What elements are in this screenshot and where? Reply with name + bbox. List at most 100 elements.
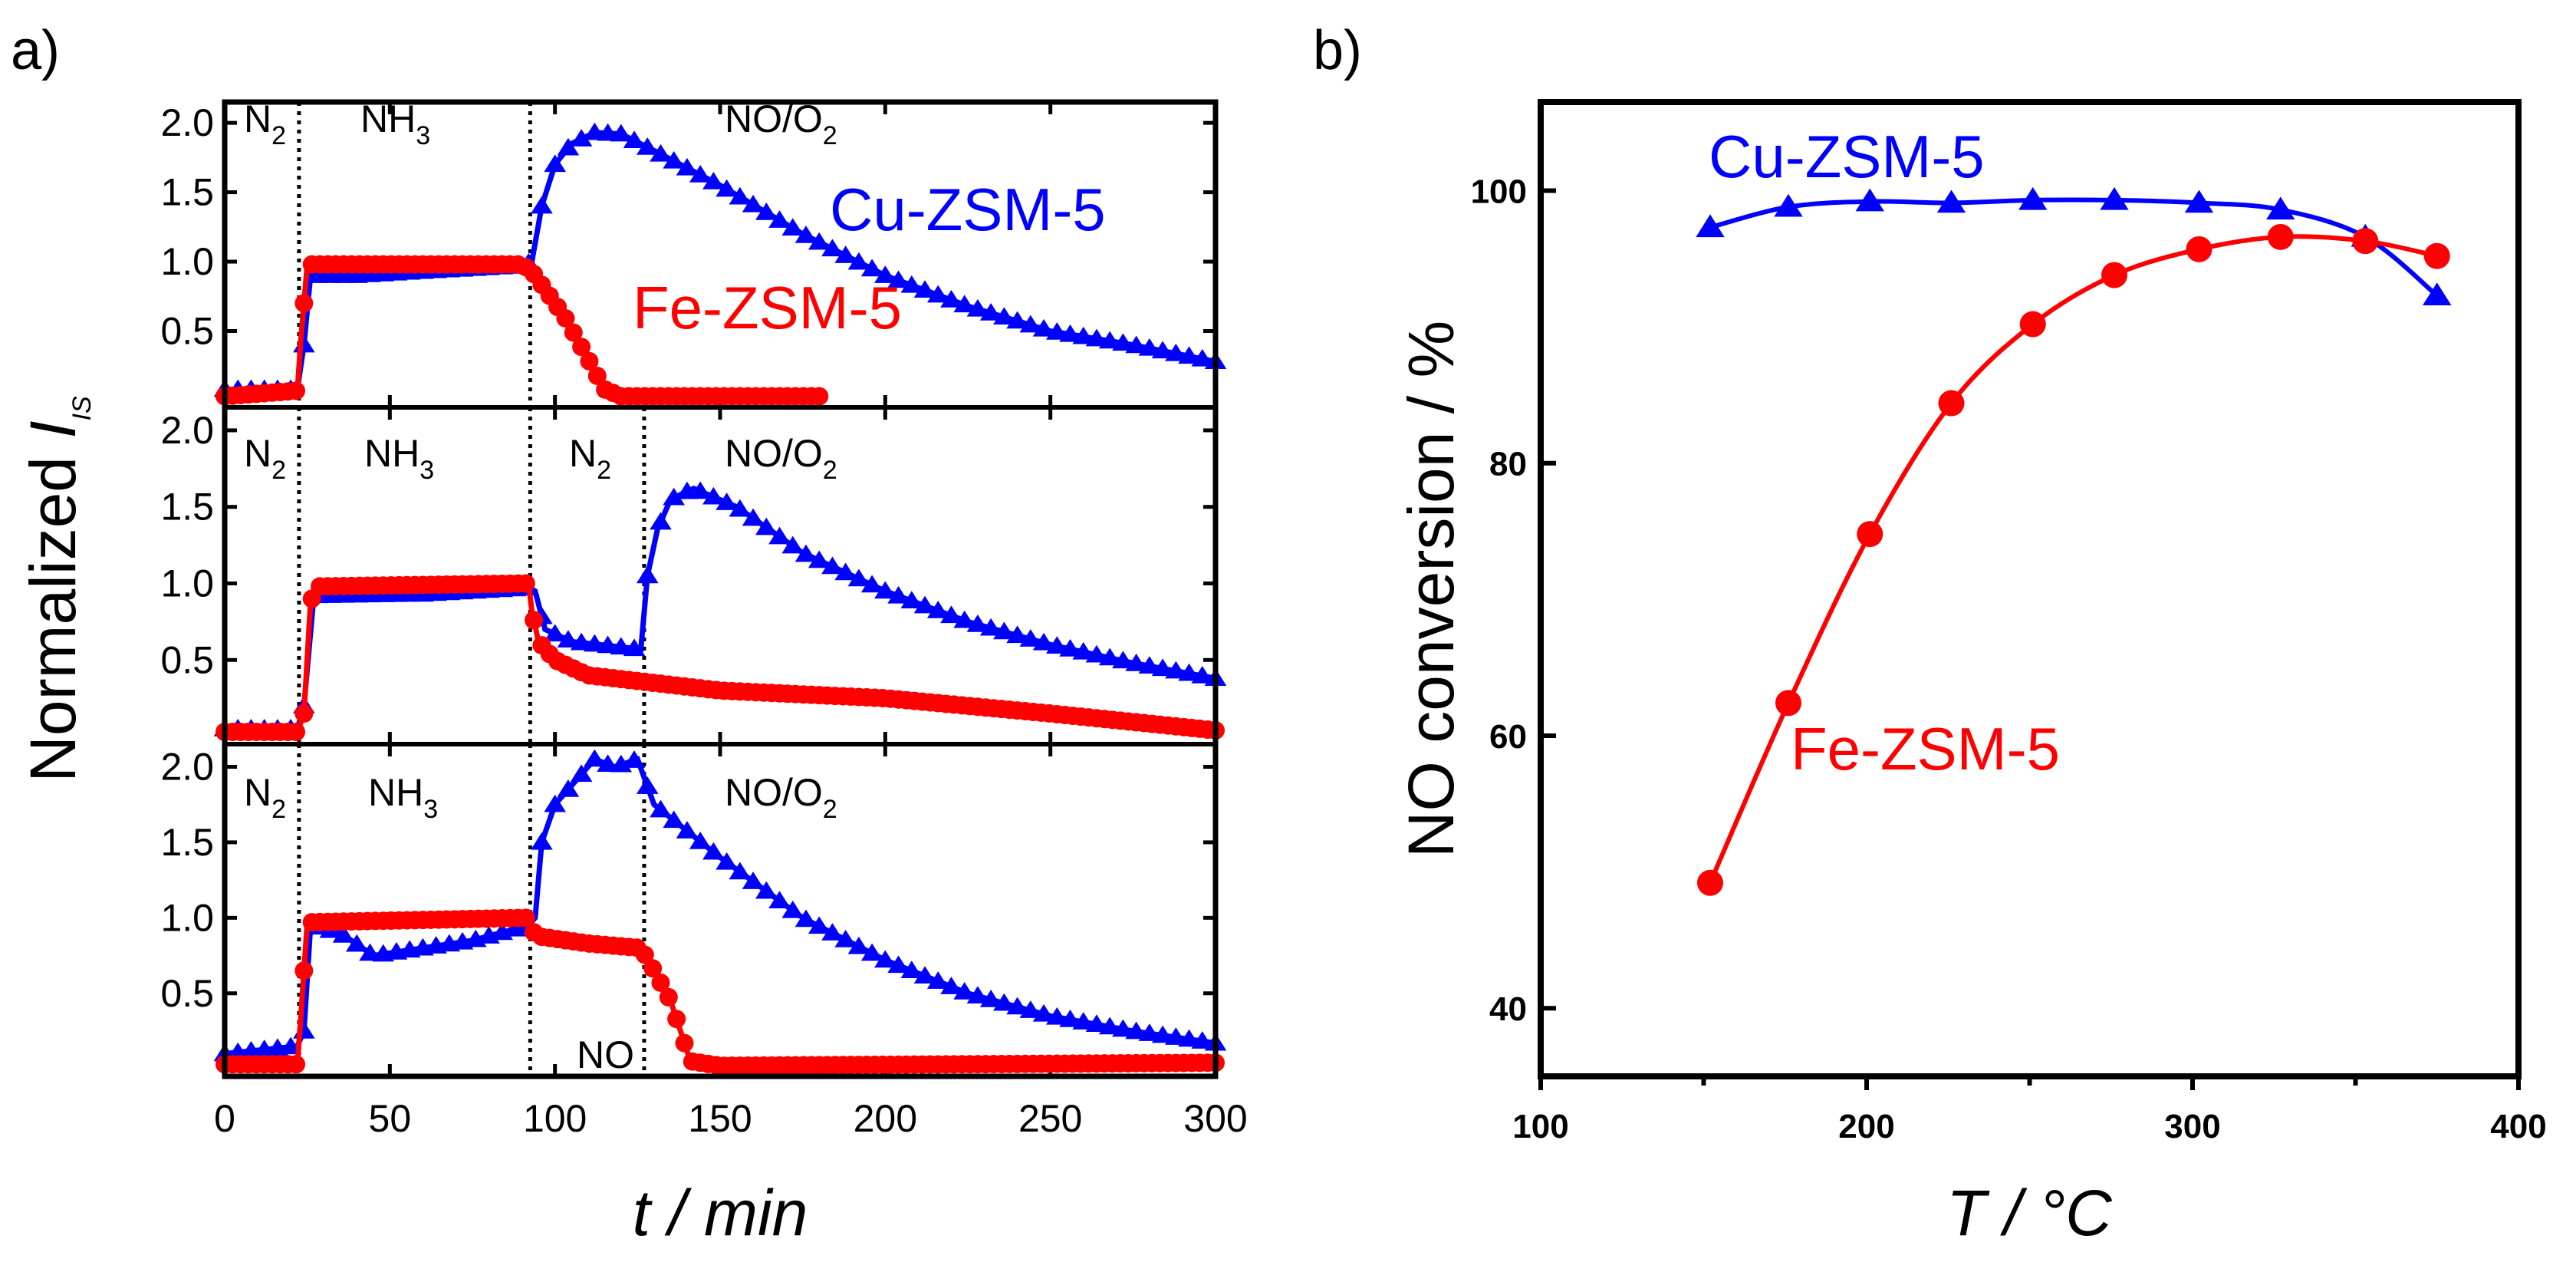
y-tick-label: 1.5: [160, 821, 214, 864]
data-point-triangle: [795, 544, 818, 562]
data-point-triangle: [993, 307, 1015, 325]
data-point-triangle: [702, 486, 725, 505]
data-point-triangle: [1112, 333, 1134, 351]
data-point-triangle: [676, 821, 699, 839]
data-point-triangle: [900, 961, 923, 979]
data-point-triangle: [940, 977, 962, 994]
data-point-triangle: [663, 487, 686, 506]
data-point-circle: [2186, 236, 2212, 262]
panel-b-cu-label: Cu-ZSM-5: [1709, 123, 1985, 190]
series-cu-zsm-5: [213, 749, 1227, 1062]
data-point-triangle: [808, 916, 831, 934]
y-tick-label: 1.0: [160, 562, 214, 605]
series-fe-zsm-5: [1697, 223, 2450, 896]
data-point-triangle: [544, 794, 566, 812]
panel-b-label: b): [1313, 20, 1362, 81]
gas-region-subscript: 2: [271, 795, 286, 824]
data-point-triangle: [1085, 644, 1108, 663]
gas-region-name: NO: [577, 1033, 634, 1076]
data-point-triangle: [1006, 625, 1028, 644]
panel-a-frame: [222, 99, 1219, 1079]
data-point-triangle: [689, 831, 712, 849]
x-tick-label: 200: [1838, 1108, 1894, 1145]
gas-region-subscript: 2: [271, 121, 286, 150]
gas-region-subscript: 3: [416, 121, 430, 150]
data-point-triangle: [808, 550, 831, 568]
data-point-triangle: [1112, 651, 1134, 669]
data-point-triangle: [993, 621, 1015, 640]
data-point-circle: [643, 959, 663, 978]
data-point-triangle: [742, 194, 765, 213]
series-line: [1708, 234, 2438, 884]
data-point-triangle: [1151, 658, 1174, 677]
data-point-triangle: [913, 595, 936, 614]
x-tick-label: 0: [214, 1097, 235, 1140]
data-point-triangle: [1032, 1003, 1055, 1022]
data-point-triangle: [1045, 636, 1068, 654]
data-point-triangle: [584, 634, 606, 652]
data-point-triangle: [795, 909, 818, 928]
data-point-triangle: [332, 924, 355, 943]
data-point-circle: [516, 908, 535, 928]
gas-region-label: NO: [577, 1033, 634, 1076]
data-point-triangle: [676, 157, 699, 176]
gas-region-subscript: 2: [823, 456, 837, 485]
data-point-triangle: [1045, 1007, 1068, 1025]
panel-b-frame: [1538, 99, 2522, 1079]
data-point-triangle: [781, 218, 804, 236]
data-point-triangle: [716, 852, 738, 870]
data-point-triangle: [716, 179, 738, 197]
data-point-circle: [294, 961, 314, 980]
data-point-triangle: [1125, 335, 1147, 354]
y-tick-label: 1.0: [160, 896, 214, 939]
data-point-triangle: [926, 600, 949, 618]
panel-b-y-axis-label: NO conversion / %: [1395, 321, 1467, 858]
data-point-circle: [287, 723, 306, 742]
data-point-triangle: [821, 556, 844, 575]
data-point-triangle: [1006, 997, 1028, 1015]
data-point-triangle: [2184, 189, 2214, 213]
data-point-triangle: [1006, 311, 1028, 329]
x-tick-label: 300: [2164, 1108, 2220, 1145]
data-point-circle: [516, 574, 535, 593]
data-point-triangle: [597, 635, 619, 654]
x-tick-label: 150: [688, 1097, 752, 1140]
data-point-triangle: [1191, 348, 1214, 367]
data-point-triangle: [755, 881, 778, 899]
data-point-triangle: [1191, 666, 1214, 684]
x-tick-label: 50: [369, 1097, 412, 1140]
data-point-triangle: [623, 638, 646, 657]
data-point-triangle: [2100, 186, 2129, 210]
data-point-triangle: [1696, 214, 1725, 238]
data-point-circle: [1697, 869, 1723, 896]
data-point-triangle: [847, 252, 870, 270]
data-point-triangle: [650, 512, 672, 530]
data-point-triangle: [913, 280, 936, 298]
data-point-triangle: [1032, 632, 1055, 651]
data-point-triangle: [636, 776, 659, 794]
data-point-triangle: [966, 298, 989, 317]
data-point-triangle: [860, 575, 883, 593]
data-point-circle: [580, 351, 599, 371]
data-point-triangle: [1072, 326, 1095, 344]
data-point-circle: [587, 366, 607, 385]
data-point-triangle: [1138, 656, 1161, 674]
data-point-triangle: [570, 129, 593, 147]
data-point-triangle: [1059, 639, 1081, 657]
gas-region-label: N2: [244, 97, 286, 150]
y-tick-label: 2.0: [160, 101, 214, 144]
data-point-circle: [675, 1033, 694, 1053]
data-point-triangle: [702, 172, 725, 189]
data-point-triangle: [887, 270, 910, 288]
gas-region-name: N: [569, 432, 597, 475]
data-point-circle: [287, 381, 306, 400]
series-cu-zsm-5: [1696, 186, 2452, 305]
gas-region-subscript: 2: [597, 456, 611, 485]
data-point-triangle: [1125, 1021, 1147, 1040]
data-point-triangle: [1112, 1019, 1134, 1037]
y-tick-label: 0.5: [160, 310, 214, 353]
data-point-triangle: [557, 137, 580, 156]
gas-region-label: NH3: [364, 432, 434, 485]
data-point-triangle: [821, 923, 844, 941]
